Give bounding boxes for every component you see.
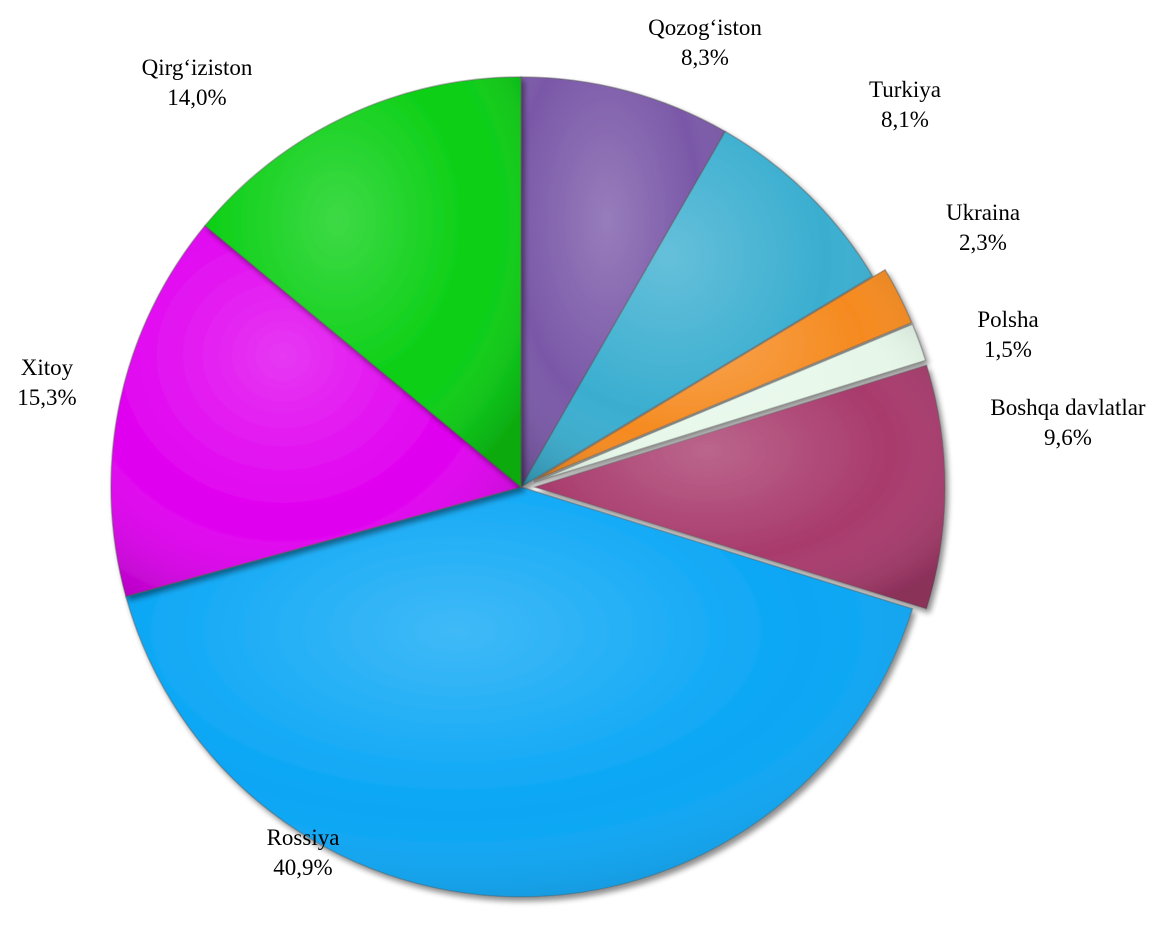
pie-slice-ukraina <box>533 268 913 482</box>
pie-slice-shading-qozog-iston <box>521 77 726 487</box>
pie-slice-qozog-iston <box>520 76 727 490</box>
slice-value-polsha: 1,5% <box>984 337 1032 362</box>
slice-label-qozog-iston: Qozog‘iston <box>648 15 762 40</box>
slice-value-qozog-iston: 8,3% <box>681 45 729 70</box>
pie-slice-polsha <box>533 323 927 483</box>
slice-value-xitoy: 15,3% <box>17 385 76 410</box>
slice-label-boshqa-davlatlar: Boshqa davlatlar <box>990 395 1146 420</box>
slice-value-rossiya: 40,9% <box>273 855 332 880</box>
slices-layer <box>110 76 946 898</box>
slice-value-boshqa-davlatlar: 9,6% <box>1044 425 1092 450</box>
pie-slice-shading-polsha <box>534 324 926 483</box>
pie-slice-shading-xitoy <box>110 225 521 597</box>
slice-label-turkiya: Turkiya <box>869 77 941 102</box>
slice-label-polsha: Polsha <box>977 307 1038 332</box>
pie-slice-xitoy <box>110 224 523 598</box>
pie-slice-boshqa-davlatlar <box>532 364 946 610</box>
pie-slice-shading-turkiya <box>521 131 873 487</box>
pie-slice-shading-ukraina <box>533 269 912 481</box>
labels-layer: Qozog‘iston 8,3% Turkiya 8,1% Ukraina 2,3% Pol… <box>17 15 1146 880</box>
slice-value-qirg-iziston: 14,0% <box>167 85 226 110</box>
pie-slice-qirg-iziston <box>204 76 522 489</box>
pie-slice-rossiya <box>124 486 914 898</box>
pie-slice-shading-boshqa-davlatlar <box>535 365 945 609</box>
slice-label-rossiya: Rossiya <box>267 825 340 850</box>
slice-value-ukraina: 2,3% <box>959 230 1007 255</box>
slice-label-ukraina: Ukraina <box>946 200 1020 225</box>
slice-label-qirg-iziston: Qirg‘iziston <box>142 55 253 80</box>
pie-slice-shading-qirg-iziston <box>205 77 521 487</box>
pie-slice-shading-rossiya <box>125 487 913 897</box>
slice-value-turkiya: 8,1% <box>881 107 929 132</box>
pie-slice-turkiya <box>518 130 874 490</box>
slice-label-xitoy: Xitoy <box>21 355 74 380</box>
